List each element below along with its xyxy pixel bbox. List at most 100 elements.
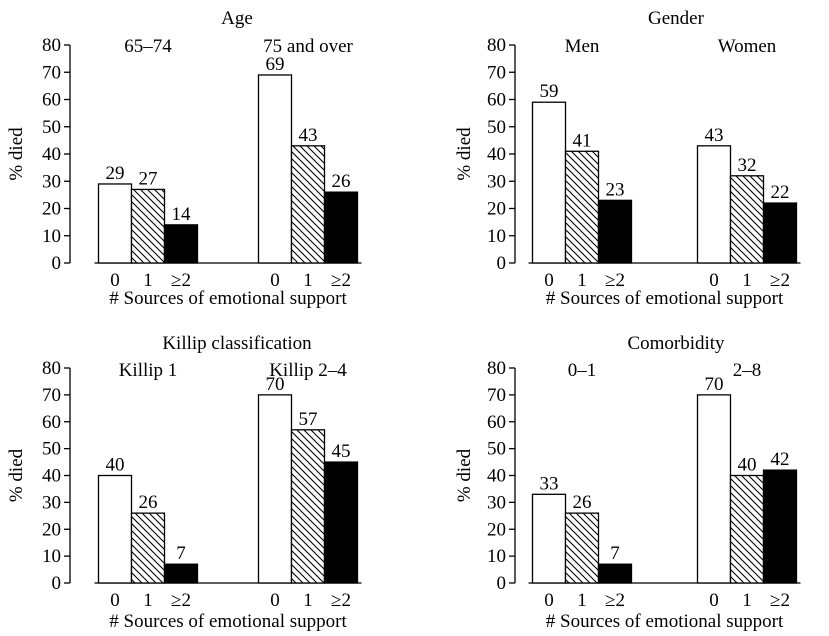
y-tick-label: 10 <box>487 546 506 567</box>
bar <box>762 202 798 264</box>
bar-value-label: 40 <box>738 455 757 476</box>
chart-title: Comorbidity <box>627 333 725 354</box>
y-tick-label: 60 <box>42 412 61 433</box>
bar <box>323 461 359 584</box>
y-tick-label: 30 <box>42 171 61 192</box>
y-tick-label: 0 <box>497 573 507 594</box>
x-tick-label: ≥2 <box>605 270 625 291</box>
x-tick-label: 0 <box>544 270 554 291</box>
bar <box>762 469 798 584</box>
x-axis-label: # Sources of emotional support <box>109 611 347 632</box>
y-tick-label: 30 <box>42 492 61 513</box>
x-tick-label: 1 <box>742 590 752 611</box>
y-tick-label: 60 <box>42 90 61 111</box>
y-tick-label: 10 <box>42 226 61 247</box>
bar-value-label: 23 <box>606 179 625 200</box>
group-label: 65–74 <box>124 36 172 57</box>
y-axis-label: % died <box>454 127 475 181</box>
y-tick-label: 40 <box>487 466 506 487</box>
x-axis-label: # Sources of emotional support <box>546 288 784 309</box>
y-tick-label: 20 <box>487 519 506 540</box>
bar-value-label: 26 <box>139 492 158 513</box>
bar-value-label: 26 <box>332 171 351 192</box>
x-tick-label: 0 <box>110 270 120 291</box>
y-tick-label: 30 <box>487 492 506 513</box>
x-tick-label: ≥2 <box>770 270 790 291</box>
bar-value-label: 45 <box>332 441 351 462</box>
bar <box>564 150 600 264</box>
bar <box>130 188 166 264</box>
y-tick-label: 70 <box>42 385 61 406</box>
x-tick-label: ≥2 <box>171 590 191 611</box>
bar <box>323 191 359 264</box>
y-tick-label: 50 <box>487 439 506 460</box>
bar <box>729 175 765 264</box>
x-tick-label: 1 <box>577 590 587 611</box>
bar-value-label: 57 <box>299 409 318 430</box>
bar-value-label: 29 <box>106 163 125 184</box>
bar <box>97 183 133 264</box>
y-tick-label: 50 <box>42 439 61 460</box>
bar-value-label: 69 <box>266 54 285 75</box>
y-tick-label: 40 <box>487 144 506 165</box>
bar-value-label: 42 <box>771 449 790 470</box>
bar <box>163 224 199 264</box>
y-tick-label: 30 <box>487 171 506 192</box>
chart-title: Age <box>221 8 253 29</box>
bar <box>597 563 633 584</box>
y-tick-label: 80 <box>487 358 506 379</box>
bar <box>729 474 765 584</box>
bar <box>531 493 567 584</box>
chart-title: Killip classification <box>162 333 312 354</box>
bar-value-label: 7 <box>610 543 620 564</box>
y-tick-label: 20 <box>487 199 506 220</box>
x-tick-label: 1 <box>143 270 153 291</box>
x-tick-label: ≥2 <box>605 590 625 611</box>
y-axis-label: % died <box>6 127 27 181</box>
y-tick-label: 60 <box>487 412 506 433</box>
y-tick-label: 70 <box>487 62 506 83</box>
bar <box>163 563 199 584</box>
bar-value-label: 70 <box>705 374 724 395</box>
x-tick-label: 1 <box>143 590 153 611</box>
bar-value-label: 43 <box>705 125 724 146</box>
y-tick-label: 80 <box>42 358 61 379</box>
group-label: 0–1 <box>568 360 597 381</box>
bar <box>257 394 293 584</box>
x-tick-label: ≥2 <box>770 590 790 611</box>
group-label: Men <box>565 36 600 57</box>
chart-panel-3: Killip classification01020304050607080% … <box>6 333 362 632</box>
y-tick-label: 40 <box>42 144 61 165</box>
x-tick-label: 1 <box>303 590 313 611</box>
y-tick-label: 0 <box>52 573 62 594</box>
y-tick-label: 80 <box>42 35 61 56</box>
bar <box>97 474 133 584</box>
y-tick-label: 40 <box>42 466 61 487</box>
chart-title: Gender <box>648 8 705 29</box>
y-axis-label: % died <box>6 448 27 502</box>
bar <box>564 512 600 584</box>
bar-value-label: 43 <box>299 125 318 146</box>
x-tick-label: 0 <box>270 270 280 291</box>
x-axis-label: # Sources of emotional support <box>546 611 784 632</box>
bar <box>696 145 732 264</box>
x-tick-label: 1 <box>577 270 587 291</box>
bar-value-label: 27 <box>139 168 158 189</box>
x-tick-label: 0 <box>709 590 719 611</box>
bar-value-label: 26 <box>573 492 592 513</box>
x-tick-label: ≥2 <box>171 270 191 291</box>
x-tick-label: 0 <box>270 590 280 611</box>
group-label: Women <box>718 36 777 57</box>
x-tick-label: 0 <box>709 270 719 291</box>
y-tick-label: 50 <box>42 117 61 138</box>
group-label: Killip 2–4 <box>269 360 347 381</box>
bar-value-label: 32 <box>738 155 757 176</box>
y-tick-label: 20 <box>42 519 61 540</box>
bar-value-label: 7 <box>176 543 186 564</box>
y-axis-label: % died <box>454 448 475 502</box>
x-tick-label: 0 <box>110 590 120 611</box>
x-tick-label: ≥2 <box>331 270 351 291</box>
y-tick-label: 70 <box>42 62 61 83</box>
bar-value-label: 33 <box>540 473 559 494</box>
